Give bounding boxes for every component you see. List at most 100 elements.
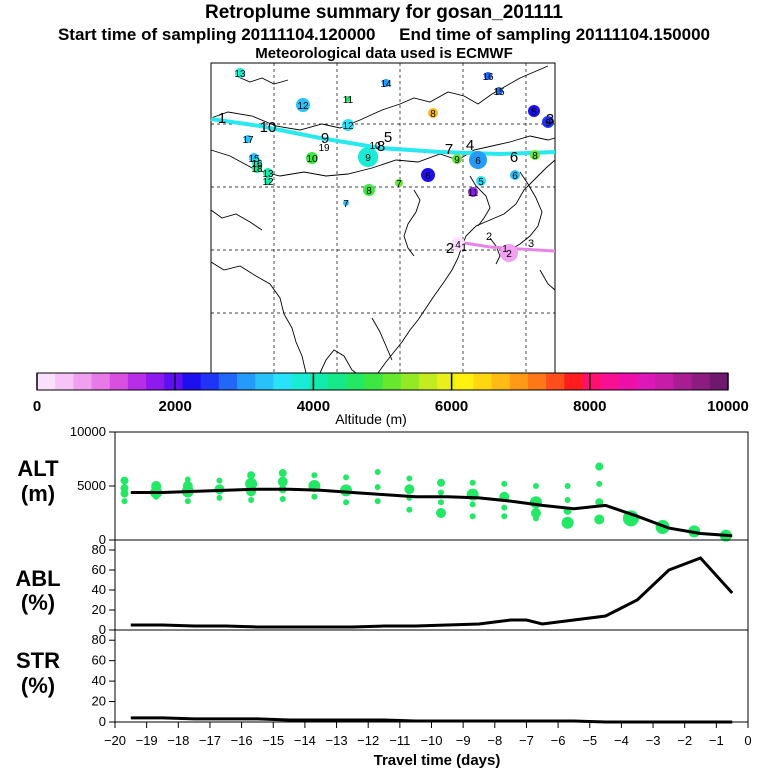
cluster-marker bbox=[484, 72, 492, 80]
colorbar-cell bbox=[418, 373, 438, 390]
cluster-marker bbox=[296, 98, 310, 112]
colorbar-tick-label: 2000 bbox=[159, 398, 192, 415]
colorbar-cell bbox=[673, 373, 693, 390]
colorbar-cell bbox=[55, 373, 74, 390]
trajectory-day-label: 6 bbox=[510, 149, 518, 166]
cluster-label: 19 bbox=[318, 143, 330, 154]
alt-point bbox=[406, 475, 413, 482]
cluster-marker bbox=[452, 154, 462, 164]
x-tick-label: −2 bbox=[677, 733, 692, 748]
cluster-label: 17 bbox=[242, 135, 254, 146]
x-tick-label: −1 bbox=[709, 733, 724, 748]
cluster-marker bbox=[342, 119, 354, 131]
cluster-marker bbox=[530, 150, 540, 160]
map-coastlines bbox=[210, 65, 556, 374]
cluster-label: 12 bbox=[297, 101, 309, 112]
x-tick-label: 0 bbox=[744, 733, 751, 748]
colorbar-cell bbox=[582, 373, 602, 390]
colorbar-cell bbox=[455, 373, 474, 390]
colorbar-tick-label: 6000 bbox=[435, 398, 468, 415]
colorbar-cell bbox=[364, 373, 383, 390]
cluster-label: 15 bbox=[493, 87, 505, 98]
colorbar-cell bbox=[437, 373, 456, 390]
alt-point bbox=[469, 479, 476, 486]
str-label: STR bbox=[16, 648, 60, 673]
alt-point bbox=[374, 468, 381, 475]
map-cluster-markers bbox=[235, 68, 554, 262]
colorbar-cell bbox=[309, 373, 329, 390]
x-tick-label: −13 bbox=[326, 733, 348, 748]
colorbar-cell bbox=[291, 373, 311, 390]
southern-trajectory-label: 3 bbox=[528, 238, 534, 250]
cluster-label: 2 bbox=[506, 249, 512, 260]
alt-point bbox=[216, 494, 223, 501]
cluster-label: 10 bbox=[369, 141, 381, 152]
alt-point bbox=[530, 508, 541, 518]
alt-point bbox=[343, 474, 350, 481]
alt-point bbox=[501, 513, 508, 520]
trajectory-day-label: 7 bbox=[445, 141, 453, 158]
alt-point bbox=[595, 498, 604, 507]
alt-point bbox=[120, 489, 129, 498]
colorbar-cell bbox=[655, 373, 674, 390]
met-data-note: Meteorological data used is ECMWF bbox=[255, 45, 513, 62]
cluster-label: 1 bbox=[502, 244, 508, 255]
abl-label: ABL bbox=[15, 566, 60, 591]
x-tick-label: −5 bbox=[582, 733, 597, 748]
alt-point bbox=[248, 497, 255, 504]
cluster-label: 6 bbox=[475, 156, 481, 167]
trajectory-day-label: 5 bbox=[384, 129, 392, 146]
alt-point bbox=[374, 484, 381, 491]
alt-point bbox=[278, 469, 287, 478]
trajectory-day-label: 9 bbox=[321, 130, 329, 147]
x-tick-label: −6 bbox=[551, 733, 566, 748]
alt-point bbox=[245, 477, 258, 490]
colorbar-cell bbox=[255, 373, 274, 390]
y-tick-label: 20 bbox=[92, 694, 106, 709]
x-tick-label: −11 bbox=[389, 733, 410, 748]
cluster-marker bbox=[263, 168, 273, 178]
cluster-marker bbox=[500, 244, 518, 262]
colorbar-cell bbox=[509, 373, 529, 390]
colorbar-cell bbox=[637, 373, 656, 390]
alt-point bbox=[121, 498, 128, 505]
colorbar-cell bbox=[491, 373, 511, 390]
alt-point bbox=[596, 480, 603, 487]
y-tick-label: 10000 bbox=[70, 424, 106, 439]
alt-panel: ALT (m) 10000 5000 0 bbox=[17, 424, 749, 547]
cluster-marker bbox=[451, 237, 465, 251]
cluster-marker bbox=[395, 179, 403, 187]
cluster-marker bbox=[252, 163, 262, 173]
cluster-label: 11 bbox=[343, 95, 354, 106]
str-panel: STR (%) 80 60 40 20 0 bbox=[16, 629, 749, 729]
cluster-label: 8 bbox=[366, 186, 372, 197]
colorbar-label: Altitude (m) bbox=[335, 411, 407, 427]
colorbar-cell bbox=[127, 373, 147, 390]
cluster-marker bbox=[358, 147, 378, 167]
cluster-label: 6 bbox=[425, 171, 431, 182]
alt-point bbox=[153, 493, 160, 500]
chart-title: Retroplume summary for gosan_201111 bbox=[205, 2, 563, 23]
colorbar-cell bbox=[164, 373, 183, 390]
y-tick-label: 40 bbox=[92, 673, 106, 688]
cluster-marker bbox=[264, 177, 272, 185]
x-tick-label: −7 bbox=[519, 733, 534, 748]
cluster-marker bbox=[495, 87, 503, 95]
y-tick-label: 60 bbox=[92, 562, 106, 577]
y-tick-label: 80 bbox=[92, 542, 106, 557]
colorbar-cell bbox=[546, 373, 565, 390]
colorbar-cell bbox=[200, 373, 220, 390]
x-tick-label: −4 bbox=[614, 733, 629, 748]
cluster-label: 7 bbox=[396, 179, 402, 190]
colorbar-cell bbox=[400, 373, 420, 390]
alt-point bbox=[437, 489, 444, 496]
colorbar-cell bbox=[218, 373, 238, 390]
alt-unit: (m) bbox=[21, 481, 55, 506]
y-tick-label: 0 bbox=[99, 622, 106, 637]
colorbar-tick-label: 10000 bbox=[707, 398, 749, 415]
trajectory-day-label: 1 bbox=[218, 110, 226, 127]
cluster-marker bbox=[345, 96, 351, 102]
x-tick-label: −3 bbox=[646, 733, 661, 748]
cluster-marker bbox=[469, 151, 487, 169]
